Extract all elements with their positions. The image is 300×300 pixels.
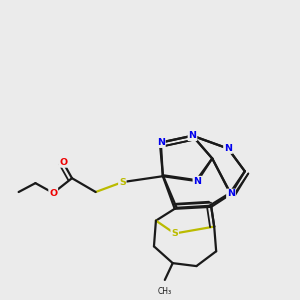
Text: N: N — [188, 131, 196, 140]
Text: S: S — [119, 178, 126, 187]
Text: O: O — [49, 188, 57, 197]
Text: N: N — [194, 177, 201, 186]
Text: S: S — [171, 229, 178, 238]
Text: N: N — [157, 138, 165, 147]
Text: N: N — [227, 190, 235, 199]
Text: O: O — [59, 158, 67, 167]
Text: CH₃: CH₃ — [158, 287, 172, 296]
Text: N: N — [224, 144, 232, 153]
